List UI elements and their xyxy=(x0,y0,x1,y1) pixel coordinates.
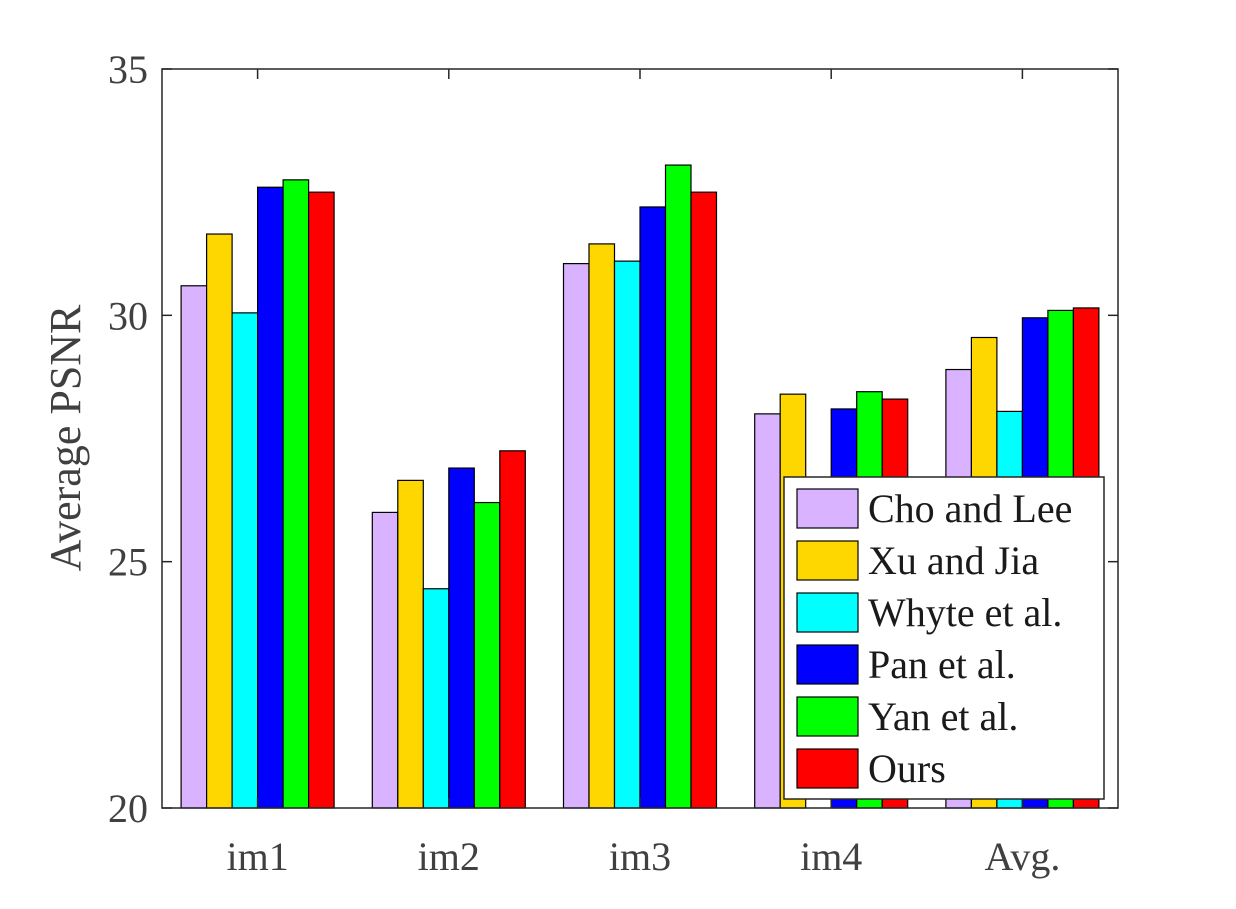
y-axis-ticks: 20 25 30 35 xyxy=(108,47,1118,831)
bar-ours-im2 xyxy=(499,450,526,809)
legend-label: Xu and Jia xyxy=(868,538,1039,583)
bar-pan-et-al-im1 xyxy=(257,186,284,809)
legend-swatch xyxy=(796,748,859,789)
y-tick-label: 30 xyxy=(108,293,148,338)
y-tick-label: 25 xyxy=(108,540,148,585)
legend-swatch xyxy=(796,696,859,737)
bar-cho-and-lee-im2 xyxy=(371,511,399,809)
legend-swatch xyxy=(796,592,859,633)
legend-swatch xyxy=(796,540,859,581)
y-axis-label: Average PSNR xyxy=(41,304,90,571)
legend-label: Ours xyxy=(868,746,946,791)
bar-cho-and-lee-im1 xyxy=(180,285,208,809)
y-tick-label: 35 xyxy=(108,47,148,92)
bar-ours-im1 xyxy=(308,191,335,809)
legend-label: Yan et al. xyxy=(868,694,1018,739)
bar-xu-and-jia-im2 xyxy=(397,479,424,809)
bar-ours-im3 xyxy=(690,191,718,809)
bar-whyte-et-al-im1 xyxy=(231,312,259,809)
bar-pan-et-al-im3 xyxy=(639,206,667,809)
bar-xu-and-jia-im1 xyxy=(206,233,233,809)
legend-label: Pan et al. xyxy=(868,642,1016,687)
x-tick-label: im3 xyxy=(609,834,671,879)
bar-yan-et-al-im2 xyxy=(473,501,501,809)
legend-label: Whyte et al. xyxy=(868,590,1062,635)
bar-xu-and-jia-im3 xyxy=(588,243,616,809)
x-axis-ticks: im1 im2 im3 im4 Avg. xyxy=(226,69,1060,879)
x-tick-label: Avg. xyxy=(984,834,1060,879)
bar-yan-et-al-im1 xyxy=(282,179,310,809)
legend-box xyxy=(783,476,1105,800)
bar-pan-et-al-im2 xyxy=(448,467,475,809)
y-tick-label: 20 xyxy=(108,786,148,831)
legend-swatch xyxy=(796,488,859,529)
bar-whyte-et-al-im3 xyxy=(613,260,641,809)
legend-label: Cho and Lee xyxy=(868,486,1072,531)
bar-whyte-et-al-im2 xyxy=(422,588,450,809)
bar-yan-et-al-im3 xyxy=(664,164,692,809)
legend-swatch xyxy=(796,644,859,685)
bar-cho-and-lee-im3 xyxy=(562,263,590,809)
x-tick-label: im4 xyxy=(800,834,862,879)
bar-cho-and-lee-im4 xyxy=(754,413,781,809)
legend: Cho and Lee Xu and Jia Whyte et al. Pan et … xyxy=(783,476,1105,800)
x-tick-label: im1 xyxy=(226,834,288,879)
x-tick-label: im2 xyxy=(418,834,480,879)
